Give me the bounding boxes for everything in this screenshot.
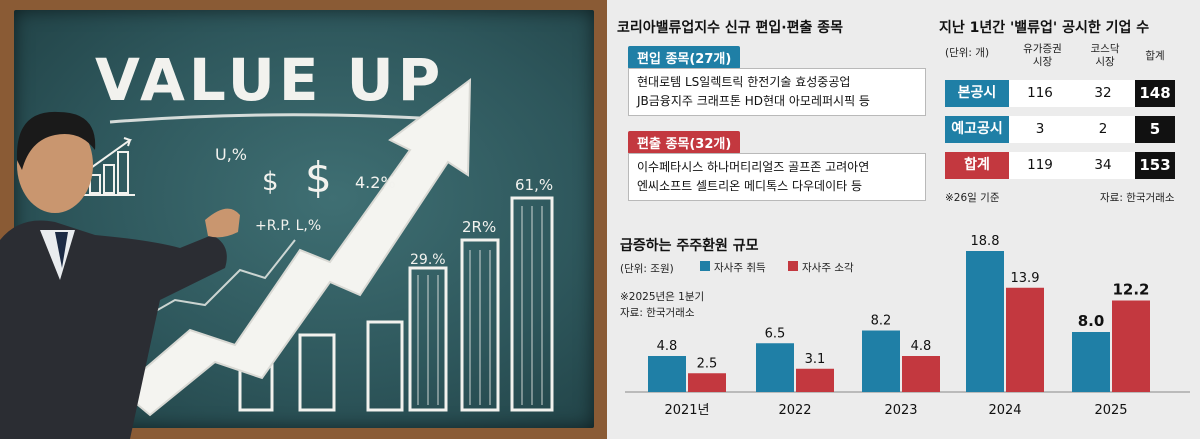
chalk-note-8: 61,% — [515, 176, 553, 194]
excluded-line-1: 이수페타시스 하나머티리얼즈 골프존 고려아연 — [637, 160, 870, 174]
bar-cancel-3 — [1006, 287, 1044, 392]
bar-label-cancel-1: 3.1 — [805, 352, 826, 367]
chalk-note-5: +R.P. L,% — [255, 218, 321, 234]
chart-note: ※2025년은 1분기 — [620, 291, 705, 303]
legend-label-acquire: 자사주 취득 — [714, 262, 766, 274]
chalk-note-1: U,% — [215, 145, 247, 164]
x-tick-label-1: 2022 — [778, 403, 811, 418]
bar-cancel-0 — [688, 373, 726, 392]
bar-label-acquire-4: 8.0 — [1078, 312, 1105, 330]
included-list: 현대로템 LS일렉트릭 한전기술 효성중공업 JB금융지주 크래프톤 HD현대 … — [628, 68, 926, 116]
row-preview-total: 5 — [1135, 116, 1175, 143]
chart-source: 자료: 한국거래소 — [620, 307, 695, 319]
row-sum-kospi: 119 — [1027, 157, 1053, 173]
businessman-figure — [0, 111, 240, 439]
row-preview-kospi: 3 — [1035, 121, 1045, 137]
x-tick-label-3: 2024 — [988, 403, 1021, 418]
excluded-line-2: 엔씨소프트 셀트리온 메디톡스 다우데이타 등 — [637, 179, 863, 193]
bar-acquire-4 — [1072, 332, 1110, 392]
bar-cancel-2 — [902, 356, 940, 392]
chalk-mini-chart — [84, 137, 135, 196]
row-main-kosdaq: 32 — [1094, 85, 1112, 101]
col-kospi-header: 유가증권 시장 — [1023, 43, 1062, 68]
bar-label-cancel-2: 4.8 — [911, 339, 932, 354]
disclosure-unit: (단위: 개) — [945, 47, 990, 59]
new-index-title: 코리아밸류업지수 신규 편입·편출 종목 — [617, 20, 844, 36]
row-sum-total: 153 — [1135, 152, 1175, 179]
disclosure-source: 자료: 한국거래소 — [1100, 192, 1175, 204]
chalk-note-3: $ — [305, 153, 332, 202]
legend-swatch-acquire — [700, 261, 710, 271]
chart-unit: (단위: 조원) — [620, 263, 674, 275]
chalk-bars — [238, 196, 554, 412]
disclosure-note: ※26일 기준 — [945, 192, 1000, 204]
bar-label-cancel-3: 13.9 — [1011, 271, 1040, 286]
included-line-2: JB금융지주 크래프톤 HD현대 아모레퍼시픽 등 — [637, 94, 870, 108]
bar-label-acquire-1: 6.5 — [765, 326, 786, 341]
excluded-tag: 편출 종목(32개) — [628, 131, 741, 154]
col-kosdaq-header: 코스닥 시장 — [1090, 43, 1120, 68]
row-main-kospi: 116 — [1027, 85, 1053, 101]
chalkboard-drawing: VALUE UP U,% $ $ 4.2% + — [0, 46, 554, 439]
bar-acquire-1 — [756, 343, 794, 392]
bar-acquire-2 — [862, 330, 900, 392]
bar-label-acquire-0: 4.8 — [657, 339, 678, 354]
legend-label-cancel: 자사주 소각 — [802, 262, 854, 274]
bar-label-cancel-4: 12.2 — [1112, 281, 1149, 299]
chalk-note-4: 4.2% — [355, 173, 396, 192]
bar-cancel-1 — [796, 368, 834, 392]
row-sum-kosdaq: 34 — [1094, 157, 1112, 173]
x-tick-label-4: 2025 — [1094, 403, 1127, 418]
chalk-arrow — [118, 77, 472, 417]
included-line-1: 현대로템 LS일렉트릭 한전기술 효성중공업 — [637, 75, 851, 89]
bar-label-acquire-3: 18.8 — [971, 234, 1000, 249]
bar-acquire-0 — [648, 356, 686, 392]
bar-label-cancel-0: 2.5 — [697, 356, 718, 371]
row-main-label: 본공시 — [945, 80, 1009, 107]
chalkboard-illustration: VALUE UP U,% $ $ 4.2% + — [0, 0, 607, 439]
included-tag: 편입 종목(27개) — [628, 46, 741, 69]
chart-title: 급증하는 주주환원 규모 — [620, 238, 759, 254]
chalk-note-2: $ — [262, 167, 279, 197]
row-main-total: 148 — [1135, 80, 1175, 107]
row-preview-kosdaq: 2 — [1098, 121, 1108, 137]
x-tick-label-2: 2023 — [884, 403, 917, 418]
col-total-header: 합계 — [1145, 50, 1165, 62]
row-sum-label: 합계 — [945, 152, 1009, 179]
chalk-note-7: 29.% — [410, 252, 446, 268]
excluded-list: 이수페타시스 하나머티리얼즈 골프존 고려아연 엔씨소프트 셀트리온 메디톡스 … — [628, 153, 926, 201]
x-tick-label-0: 2021년 — [664, 403, 709, 418]
disclosure-title: 지난 1년간 '밸류업' 공시한 기업 수 — [939, 20, 1150, 36]
row-preview-label: 예고공시 — [945, 116, 1009, 143]
bar-label-acquire-2: 8.2 — [871, 314, 892, 329]
legend-swatch-cancel — [788, 261, 798, 271]
chalk-note-6: 2R% — [462, 218, 496, 236]
board-headline: VALUE UP — [95, 46, 444, 114]
bar-acquire-3 — [966, 251, 1004, 392]
bar-cancel-4 — [1112, 300, 1150, 392]
